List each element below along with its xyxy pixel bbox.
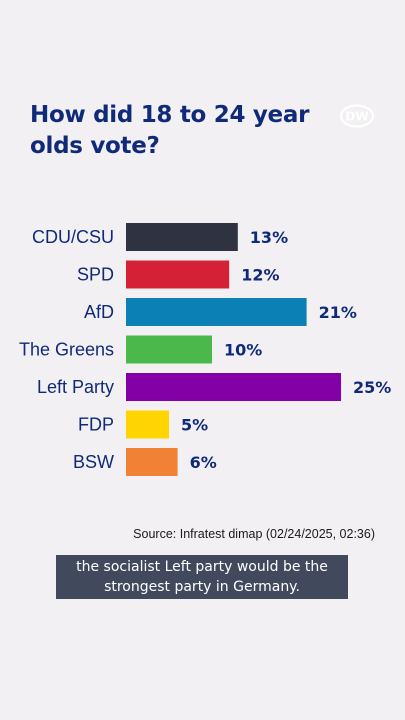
source-note: Source: Infratest dimap (02/24/2025, 02:… <box>133 527 375 541</box>
value-label-fdp: 5% <box>181 416 208 435</box>
caption-line-1: the socialist Left party would be the <box>76 559 328 575</box>
dw-logo-text: DW <box>345 110 368 124</box>
bar-spd <box>126 260 230 289</box>
category-label-the-greens: The Greens <box>19 340 114 360</box>
bar-afd <box>126 298 307 326</box>
value-label-bsw: 6% <box>190 453 217 472</box>
bar-fdp <box>126 410 169 439</box>
value-label-the-greens: 10% <box>224 341 262 360</box>
dw-logo: DW <box>339 104 375 128</box>
category-label-left-party: Left Party <box>37 377 114 397</box>
category-label-bsw: BSW <box>73 452 114 472</box>
subtitle-caption: the socialist Left party would be the st… <box>56 555 348 599</box>
category-label-fdp: FDP <box>78 415 114 435</box>
bar-the-greens <box>126 335 212 364</box>
bar-bsw <box>126 448 178 476</box>
value-label-cdu-csu: 13% <box>250 228 288 247</box>
bar-cdu-csu <box>126 223 238 251</box>
category-label-spd: SPD <box>77 265 114 285</box>
category-label-afd: AfD <box>84 302 114 322</box>
chart-title: How did 18 to 24 year olds vote? <box>30 102 310 159</box>
bar-left-party <box>126 373 341 401</box>
value-label-left-party: 25% <box>353 378 391 397</box>
caption-line-2: strongest party in Germany. <box>104 579 300 595</box>
value-label-spd: 12% <box>241 266 279 285</box>
category-label-cdu-csu: CDU/CSU <box>32 227 114 247</box>
value-label-afd: 21% <box>319 303 357 322</box>
